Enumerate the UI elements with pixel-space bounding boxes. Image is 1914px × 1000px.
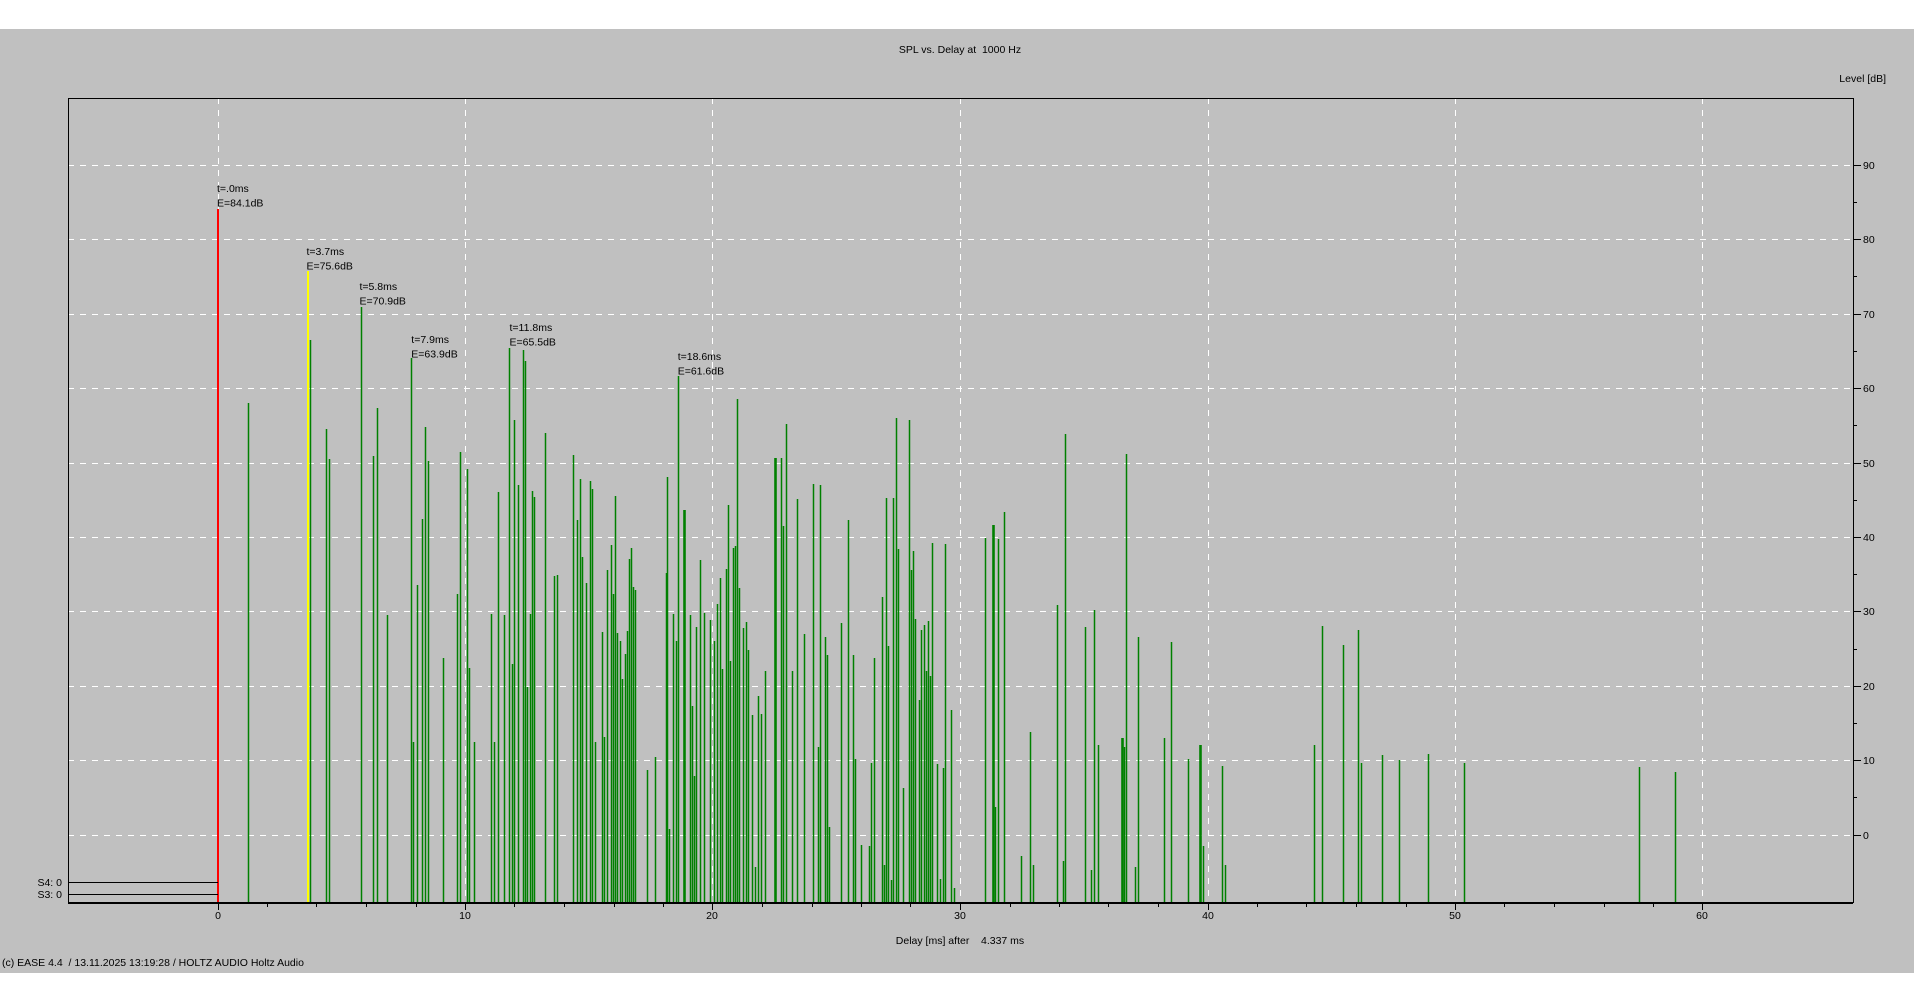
svg-text:50: 50	[1863, 458, 1875, 470]
svg-text:0: 0	[1863, 830, 1869, 842]
svg-text:10: 10	[1863, 755, 1875, 767]
svg-text:E=65.5dB: E=65.5dB	[510, 336, 556, 348]
svg-text:t=18.6ms: t=18.6ms	[678, 351, 721, 363]
svg-text:SPL vs. Delay at 1000 Hz: SPL vs. Delay at 1000 Hz	[899, 44, 1021, 56]
svg-text:40: 40	[1863, 532, 1875, 544]
svg-text:80: 80	[1863, 234, 1875, 246]
svg-text:20: 20	[1863, 681, 1875, 693]
svg-text:(c) EASE 4.4 / 13.11.2025 13:: (c) EASE 4.4 / 13.11.2025 13:19:28 / HOL…	[2, 957, 304, 969]
svg-text:30: 30	[1863, 606, 1875, 618]
svg-text:0: 0	[215, 910, 221, 922]
svg-text:50: 50	[1449, 910, 1461, 922]
svg-text:70: 70	[1863, 309, 1875, 321]
svg-text:Level [dB]: Level [dB]	[1839, 73, 1886, 85]
svg-text:Delay [ms] after 4.337 ms: Delay [ms] after 4.337 ms	[896, 935, 1024, 947]
svg-text:S4: 0: S4: 0	[37, 877, 62, 889]
svg-text:E=61.6dB: E=61.6dB	[678, 365, 724, 377]
svg-text:E=84.1dB: E=84.1dB	[217, 197, 263, 209]
svg-text:60: 60	[1863, 383, 1875, 395]
svg-text:30: 30	[954, 910, 966, 922]
svg-text:20: 20	[706, 910, 718, 922]
svg-text:E=70.9dB: E=70.9dB	[360, 295, 406, 307]
svg-text:t=5.8ms: t=5.8ms	[360, 281, 398, 293]
svg-text:E=75.6dB: E=75.6dB	[307, 260, 353, 272]
svg-text:S3: 0: S3: 0	[37, 889, 62, 901]
svg-text:t=11.8ms: t=11.8ms	[510, 322, 553, 334]
svg-text:t=7.9ms: t=7.9ms	[411, 334, 449, 346]
svg-text:90: 90	[1863, 160, 1875, 172]
svg-text:40: 40	[1202, 910, 1214, 922]
svg-text:t=.0ms: t=.0ms	[217, 183, 249, 195]
svg-text:t=3.7ms: t=3.7ms	[307, 246, 345, 258]
svg-text:E=63.9dB: E=63.9dB	[411, 348, 457, 360]
svg-text:60: 60	[1696, 910, 1708, 922]
svg-text:10: 10	[459, 910, 471, 922]
